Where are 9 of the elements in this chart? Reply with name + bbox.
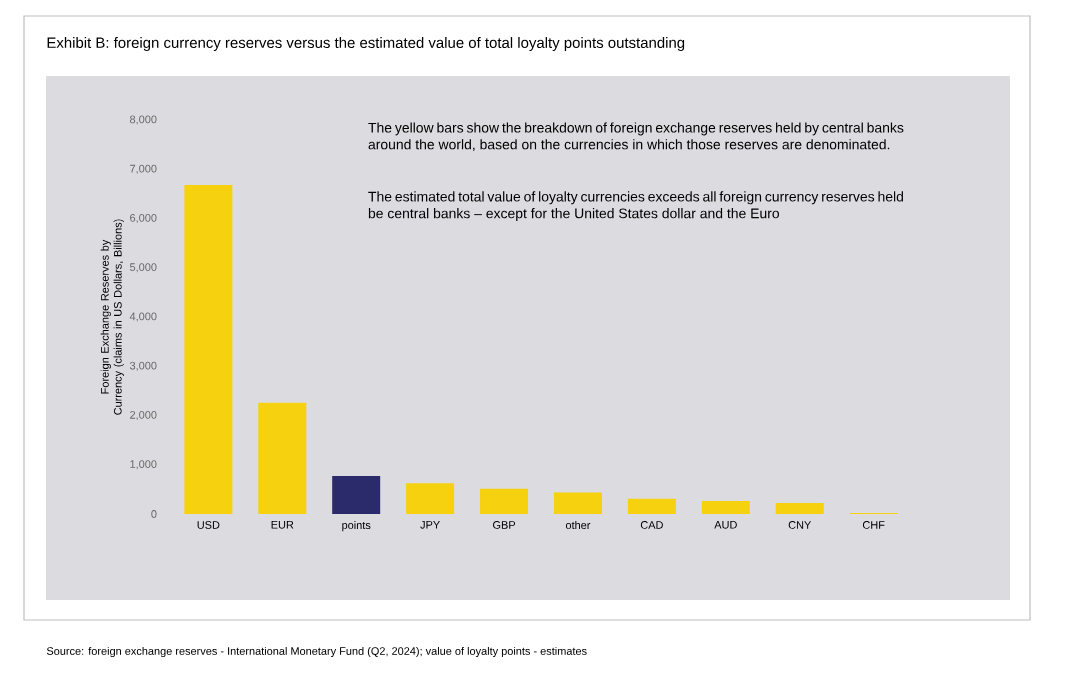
bar (553, 492, 602, 514)
bar (627, 498, 676, 514)
bar (480, 488, 529, 514)
bar (775, 502, 824, 514)
bar (258, 402, 307, 514)
bar (184, 185, 233, 514)
bar (406, 483, 455, 514)
bar (701, 500, 750, 514)
bar (332, 476, 381, 514)
